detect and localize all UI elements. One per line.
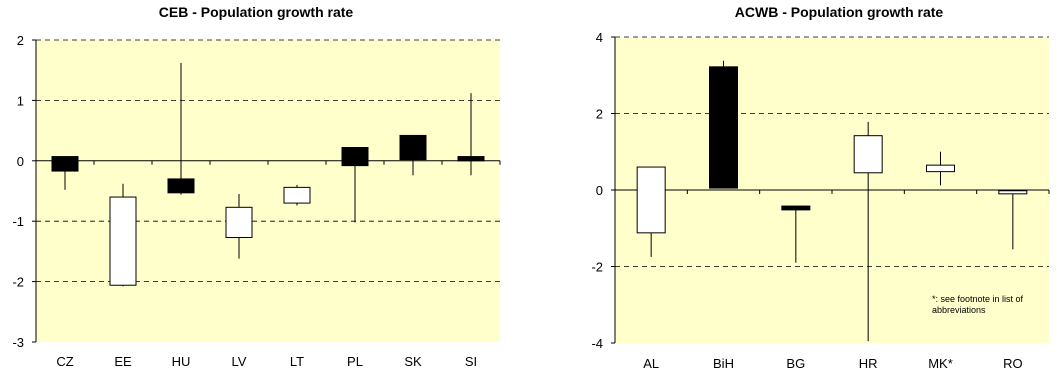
y-tick-label: 2 xyxy=(596,107,603,122)
candle-box xyxy=(781,205,811,211)
x-category-label: SK xyxy=(404,354,422,369)
candle-box xyxy=(283,186,311,204)
y-tick-label: 4 xyxy=(596,30,603,45)
x-category-label: BiH xyxy=(713,356,734,371)
y-tick-label: -2 xyxy=(591,260,603,275)
chart-ceb: CEB - Population growth rate 2 1 0 -1 -2 -3 CZ E… xyxy=(0,0,512,374)
y-tick-label: -1 xyxy=(12,214,24,229)
chart-title: ACWB - Population growth rate xyxy=(735,4,944,20)
y-tick-label: 0 xyxy=(17,154,24,169)
x-category-label: LT xyxy=(290,354,304,369)
chart-acwb-svg: ACWB - Population growth rate 4 2 0 -2 -4 AL Bi… xyxy=(591,4,1050,371)
y-tick-label: 0 xyxy=(596,183,603,198)
candle-box xyxy=(399,134,427,161)
candle-box xyxy=(636,166,666,234)
x-category-label: BG xyxy=(786,356,805,371)
candle-box xyxy=(926,164,955,173)
footnote-annotation: abbreviations xyxy=(932,305,986,315)
plot-area xyxy=(36,40,500,342)
candle-box xyxy=(709,66,738,189)
y-tick-label: 1 xyxy=(17,93,24,108)
candle-box xyxy=(167,178,195,194)
x-category-label: AL xyxy=(643,356,659,371)
x-category-label: LV xyxy=(232,354,247,369)
candle-box xyxy=(109,196,137,286)
y-tick-label: 2 xyxy=(17,33,24,48)
x-category-label: EE xyxy=(114,354,132,369)
candle-box xyxy=(998,190,1028,195)
chart-ceb-svg: CEB - Population growth rate 2 1 0 -1 -2 -3 CZ E… xyxy=(12,4,501,369)
chart-acwb: ACWB - Population growth rate 4 2 0 -2 -4 AL Bi… xyxy=(540,0,1059,374)
x-category-label: PL xyxy=(347,354,363,369)
candle-box xyxy=(853,135,883,174)
x-category-label: CZ xyxy=(56,354,73,369)
y-tick-label: -3 xyxy=(12,335,24,350)
footnote-annotation: *: see footnote in list of xyxy=(932,294,1024,304)
x-category-label: HU xyxy=(172,354,191,369)
x-category-label: MK* xyxy=(928,356,953,371)
candle-box xyxy=(457,156,485,162)
y-tick-label: -2 xyxy=(12,275,24,290)
y-tick-label: -4 xyxy=(591,336,603,351)
x-category-label: HR xyxy=(859,356,878,371)
candle-box xyxy=(341,147,369,167)
chart-title: CEB - Population growth rate xyxy=(159,4,354,20)
x-category-label: RO xyxy=(1003,356,1023,371)
x-category-label: SI xyxy=(465,354,477,369)
candle-box xyxy=(225,206,253,239)
candle-box xyxy=(51,156,79,172)
